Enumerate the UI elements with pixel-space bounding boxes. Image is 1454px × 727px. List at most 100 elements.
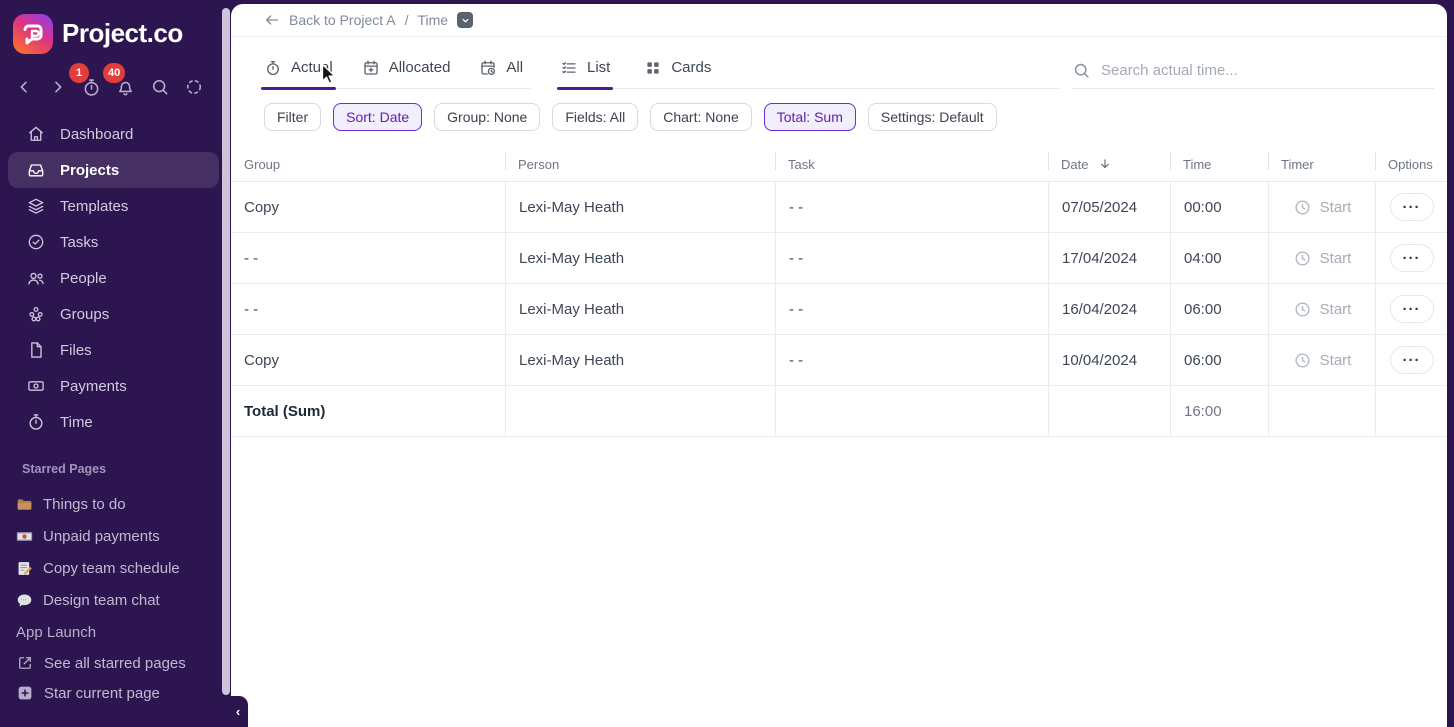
sidebar-item-templates[interactable]: Templates — [8, 188, 219, 224]
sidebar: Project.co 1 40 — [0, 0, 231, 727]
sidebar-item-groups[interactable]: Groups — [8, 296, 219, 332]
cell-options: ··· — [1375, 233, 1447, 283]
total-button[interactable]: Total: Sum — [763, 103, 856, 131]
column-header-label: Date — [1061, 156, 1089, 172]
history-forward-icon[interactable] — [47, 77, 68, 98]
tab-actual[interactable]: Actual — [261, 47, 336, 90]
tab-allocated[interactable]: Allocated — [362, 47, 450, 88]
cell-task: - - — [775, 233, 1048, 283]
tab-cards[interactable]: Cards — [644, 47, 711, 88]
sidebar-item-files[interactable]: Files — [8, 332, 219, 368]
timer-start-button[interactable]: Start — [1268, 182, 1375, 232]
star-current-label: Star current page — [44, 684, 160, 702]
cell-date: 10/04/2024 — [1048, 335, 1170, 385]
cell-time: 04:00 — [1170, 233, 1268, 283]
people-icon — [26, 268, 46, 288]
sidebar-menu: Dashboard Projects Templates Tasks Peopl… — [0, 116, 231, 440]
table-total-row: Total (Sum) 16:00 — [231, 386, 1447, 437]
tab-all[interactable]: All — [479, 47, 523, 88]
cell-group: Copy — [244, 351, 280, 369]
timer-start-label: Start — [1319, 249, 1352, 267]
chart-button[interactable]: Chart: None — [650, 103, 752, 131]
time-table: Group Person Task Date Time Timer Option… — [231, 147, 1447, 437]
group-button[interactable]: Group: None — [434, 103, 541, 131]
banknote-icon — [26, 376, 46, 396]
star-current-page-button[interactable]: Star current page — [16, 678, 231, 708]
search-box — [1072, 53, 1434, 89]
sidebar-item-label: Dashboard — [60, 125, 134, 143]
app-logo[interactable]: Project.co — [0, 0, 231, 58]
sidebar-item-label: Tasks — [60, 233, 99, 251]
sidebar-item-people[interactable]: People — [8, 260, 219, 296]
breadcrumb-back-link[interactable]: Back to Project A — [289, 12, 396, 28]
column-header-group[interactable]: Group — [244, 156, 281, 172]
tab-label: All — [506, 59, 524, 76]
clock-icon — [1293, 351, 1312, 370]
row-options-button[interactable]: ··· — [1389, 295, 1434, 323]
tab-list[interactable]: List — [556, 47, 614, 90]
sidebar-item-dashboard[interactable]: Dashboard — [8, 116, 219, 152]
column-header-options[interactable]: Options — [1375, 147, 1447, 181]
cell-date: 17/04/2024 — [1048, 233, 1170, 283]
table-row[interactable]: - - Lexi-May Heath - - 16/04/2024 06:00 … — [231, 284, 1447, 335]
app-launch-section-label: App Launch — [16, 623, 97, 641]
toolbar: Actual Allocated All List — [231, 37, 1447, 99]
groups-icon — [26, 304, 46, 324]
search-input[interactable] — [1101, 62, 1434, 79]
total-label: Total (Sum) — [244, 402, 326, 420]
timers-icon[interactable]: 1 — [69, 62, 102, 98]
clock-icon — [1293, 249, 1312, 268]
file-icon — [26, 340, 46, 360]
starred-item-design-team-chat[interactable]: Design team chat — [16, 584, 231, 616]
starred-item-label: Design team chat — [43, 591, 160, 609]
sidebar-item-tasks[interactable]: Tasks — [8, 224, 219, 260]
starred-item-copy-team-schedule[interactable]: Copy team schedule — [16, 552, 231, 584]
cell-empty — [1375, 386, 1447, 436]
sort-button[interactable]: Sort: Date — [333, 103, 423, 131]
view-tabs: List Cards — [556, 47, 1060, 90]
sidebar-item-projects[interactable]: Projects — [8, 152, 219, 188]
row-options-button[interactable]: ··· — [1389, 193, 1434, 221]
page-options-dropdown-icon[interactable] — [457, 12, 474, 28]
fields-button[interactable]: Fields: All — [552, 103, 639, 131]
sidebar-item-payments[interactable]: Payments — [8, 368, 219, 404]
search-icon[interactable] — [149, 77, 170, 98]
see-all-starred-pages-link[interactable]: See all starred pages — [16, 648, 231, 678]
column-header-task[interactable]: Task — [775, 147, 1048, 181]
notifications-bell-icon[interactable]: 40 — [103, 62, 136, 98]
history-back-icon[interactable] — [13, 77, 34, 98]
row-options-button[interactable]: ··· — [1389, 346, 1434, 374]
column-header-date[interactable]: Date — [1048, 147, 1170, 181]
app-logo-icon — [13, 13, 53, 54]
back-arrow-icon[interactable] — [264, 12, 280, 28]
memo-icon — [16, 560, 33, 577]
table-row[interactable]: Copy Lexi-May Heath - - 07/05/2024 00:00… — [231, 182, 1447, 233]
starred-item-things-to-do[interactable]: Things to do — [16, 488, 231, 520]
sidebar-item-label: Time — [60, 413, 93, 431]
sidebar-item-label: Projects — [60, 161, 120, 179]
breadcrumb-separator: / — [404, 12, 409, 28]
starred-item-unpaid-payments[interactable]: Unpaid payments — [16, 520, 231, 552]
timer-start-button[interactable]: Start — [1268, 233, 1375, 283]
row-options-button[interactable]: ··· — [1389, 244, 1434, 272]
filter-button[interactable]: Filter — [264, 103, 322, 131]
sync-status-icon[interactable] — [183, 77, 204, 98]
sidebar-scrollbar[interactable] — [222, 8, 230, 695]
table-row[interactable]: - - Lexi-May Heath - - 17/04/2024 04:00 … — [231, 233, 1447, 284]
timer-start-button[interactable]: Start — [1268, 335, 1375, 385]
check-badge-icon — [26, 232, 46, 252]
column-header-person[interactable]: Person — [505, 147, 775, 181]
sidebar-collapse-button[interactable]: ‹ — [228, 696, 248, 727]
cell-person: Lexi-May Heath — [505, 284, 775, 334]
cell-time: 06:00 — [1170, 284, 1268, 334]
settings-button[interactable]: Settings: Default — [867, 103, 997, 131]
starred-item-label: Things to do — [43, 495, 126, 513]
sidebar-item-time[interactable]: Time — [8, 404, 219, 440]
breadcrumb: Back to Project A / Time — [231, 4, 1447, 37]
table-row[interactable]: Copy Lexi-May Heath - - 10/04/2024 06:00… — [231, 335, 1447, 386]
column-header-time[interactable]: Time — [1170, 147, 1268, 181]
column-header-timer[interactable]: Timer — [1268, 147, 1375, 181]
cell-options: ··· — [1375, 182, 1447, 232]
timer-start-button[interactable]: Start — [1268, 284, 1375, 334]
cell-person: Lexi-May Heath — [505, 182, 775, 232]
